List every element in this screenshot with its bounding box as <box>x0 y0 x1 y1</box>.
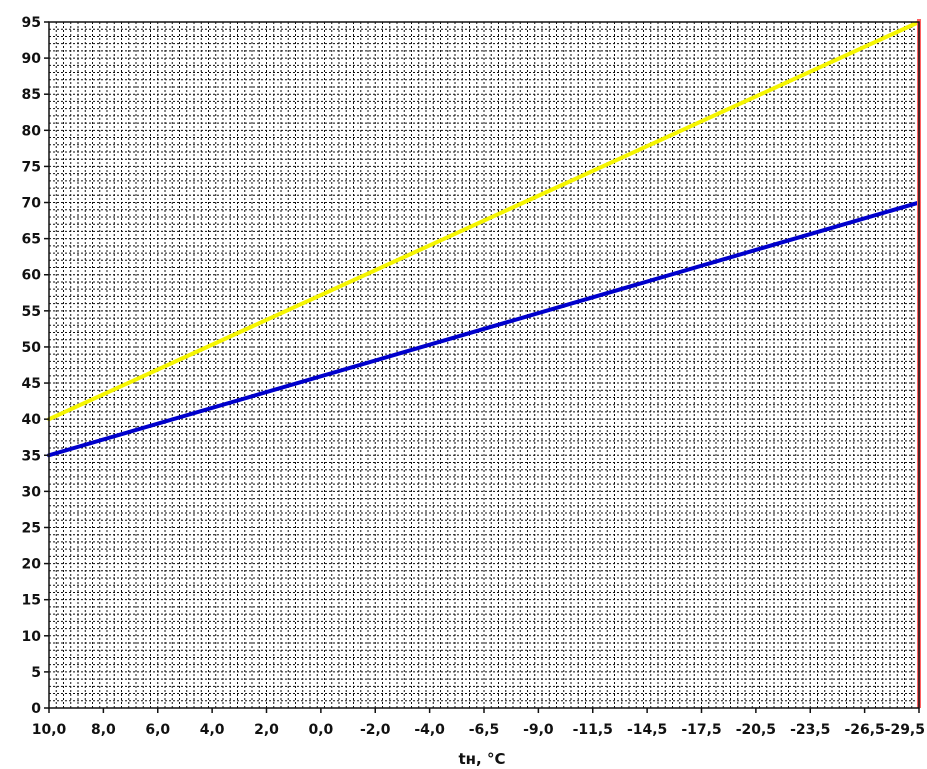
y-tick-label: 95 <box>22 15 41 31</box>
y-tick-label: 60 <box>22 268 42 284</box>
y-tick-label: 40 <box>22 412 42 428</box>
y-tick-label: 20 <box>22 557 42 573</box>
x-tick-label: -23,5 <box>790 722 830 738</box>
x-tick-label: -29,5 <box>885 722 925 738</box>
y-tick-labels: 0 5 10 15 20 25 30 35 40 45 50 55 60 65 70 75 80 85 90 95 <box>22 15 49 717</box>
y-tick-label: 25 <box>22 520 41 536</box>
series-lines <box>47 20 921 458</box>
y-tick-label: 90 <box>22 51 42 67</box>
x-tick-label: -11,5 <box>573 722 613 738</box>
y-tick-label: 80 <box>22 123 42 139</box>
grid <box>49 22 919 708</box>
x-tick-label: -6,5 <box>469 722 500 738</box>
y-tick-label: 75 <box>22 159 41 175</box>
x-tick-label: 6,0 <box>145 722 170 738</box>
x-tick-label: -14,5 <box>627 722 667 738</box>
x-tick-label: -2,0 <box>360 722 391 738</box>
x-axis-title: tн, °С <box>459 750 506 768</box>
x-tick-label: 2,0 <box>254 722 279 738</box>
axes <box>48 21 920 709</box>
x-tick-label: 8,0 <box>91 722 116 738</box>
y-tick-label: 0 <box>31 701 41 717</box>
plot-frame <box>48 21 920 709</box>
x-tick-labels: 10,0 8,0 6,0 4,0 2,0 0,0 -2,0 -4,0 -6,5 -9,0 -11,5… <box>32 708 925 738</box>
y-tick-label: 10 <box>22 629 42 645</box>
y-tick-label: 65 <box>22 232 41 248</box>
y-tick-label: 70 <box>22 196 42 212</box>
series-line-2 <box>47 200 921 458</box>
series-line-1 <box>47 20 921 422</box>
y-tick-label: 85 <box>22 87 41 103</box>
y-tick-label: 5 <box>31 665 41 681</box>
y-tick-label: 35 <box>22 448 41 464</box>
x-tick-label: -9,0 <box>523 722 554 738</box>
x-tick-label: -26,5 <box>844 722 884 738</box>
y-tick-label: 50 <box>22 340 42 356</box>
y-tick-label: 45 <box>22 376 41 392</box>
y-tick-label: 30 <box>22 484 42 500</box>
x-tick-label: -17,5 <box>681 722 721 738</box>
y-tick-label: 55 <box>22 304 41 320</box>
x-tick-label: -4,0 <box>414 722 445 738</box>
x-tick-label: 0,0 <box>308 722 333 738</box>
x-tick-label: 10,0 <box>32 722 67 738</box>
x-tick-label: 4,0 <box>200 722 225 738</box>
x-tick-label: -20,5 <box>736 722 776 738</box>
y-tick-label: 15 <box>22 593 41 609</box>
